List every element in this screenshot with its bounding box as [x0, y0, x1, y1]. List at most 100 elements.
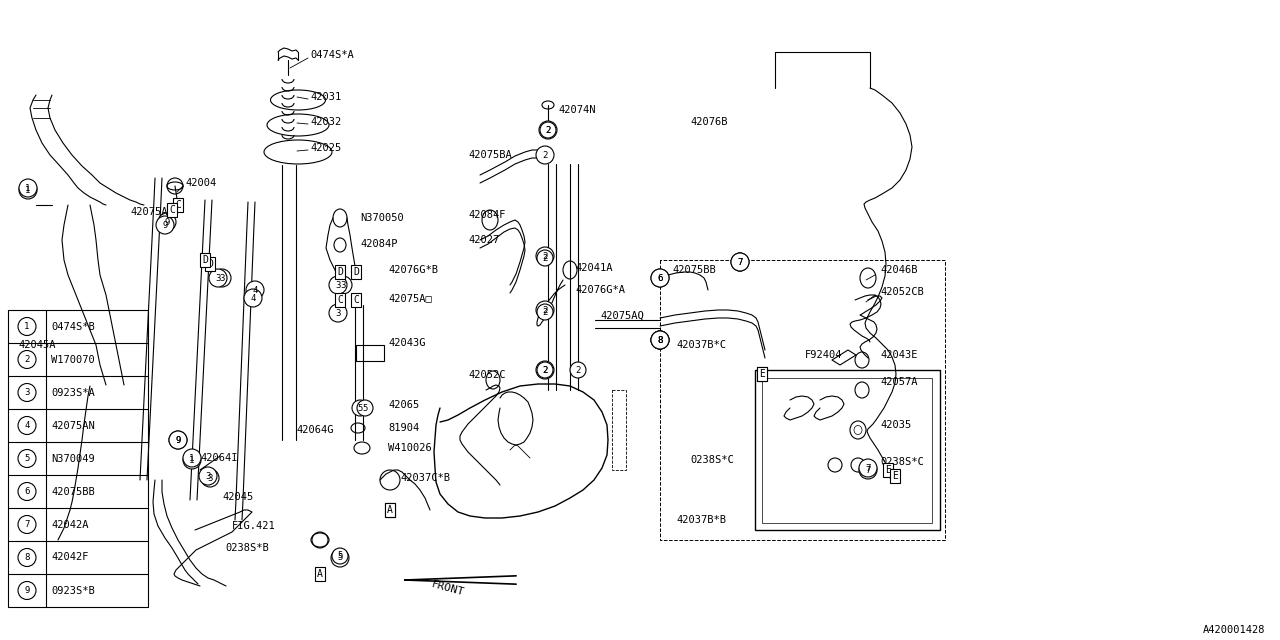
Text: 0238S*B: 0238S*B — [225, 543, 269, 553]
Text: 8: 8 — [658, 335, 663, 344]
Text: C: C — [169, 205, 175, 215]
Text: 0238S*C: 0238S*C — [690, 455, 733, 465]
Text: 42076B: 42076B — [690, 117, 727, 127]
Text: 0923S*A: 0923S*A — [51, 387, 95, 397]
Text: 5: 5 — [24, 454, 29, 463]
Text: 42075BA: 42075BA — [468, 150, 512, 160]
Circle shape — [18, 483, 36, 500]
Text: 9: 9 — [175, 435, 180, 445]
Circle shape — [538, 250, 553, 266]
Text: 42043E: 42043E — [881, 350, 918, 360]
Text: C: C — [337, 295, 343, 305]
Circle shape — [570, 362, 586, 378]
Text: 42075AN: 42075AN — [51, 420, 95, 431]
Text: W170070: W170070 — [51, 355, 95, 365]
Text: 42057A: 42057A — [881, 377, 918, 387]
Text: 5: 5 — [338, 552, 343, 561]
Text: 42075BB: 42075BB — [51, 486, 95, 497]
Circle shape — [156, 216, 174, 234]
Text: 42037B*B: 42037B*B — [676, 515, 726, 525]
Circle shape — [536, 247, 554, 265]
Text: 2: 2 — [545, 125, 550, 134]
Text: 42027: 42027 — [468, 235, 499, 245]
Text: C: C — [175, 200, 180, 210]
Bar — [755, 370, 940, 530]
Text: 2: 2 — [543, 307, 548, 317]
Text: 42084F: 42084F — [468, 210, 506, 220]
Text: 3: 3 — [207, 474, 212, 483]
Text: 9: 9 — [175, 435, 180, 445]
Circle shape — [859, 459, 877, 477]
Circle shape — [329, 276, 347, 294]
Text: 8: 8 — [24, 553, 29, 562]
Text: FIG.421: FIG.421 — [232, 521, 275, 531]
Text: 1: 1 — [24, 322, 29, 331]
Text: 4: 4 — [252, 285, 257, 294]
Text: E: E — [759, 369, 765, 379]
Circle shape — [652, 331, 669, 349]
Text: E: E — [884, 465, 891, 475]
Text: 3: 3 — [24, 388, 29, 397]
Circle shape — [332, 549, 349, 567]
Text: 0923S*B: 0923S*B — [51, 586, 95, 595]
Text: 42064G: 42064G — [296, 425, 334, 435]
Text: 42037C*B: 42037C*B — [401, 473, 451, 483]
Text: 42075AP: 42075AP — [131, 207, 174, 217]
Ellipse shape — [653, 331, 667, 349]
Circle shape — [18, 449, 36, 467]
Circle shape — [209, 269, 227, 287]
Circle shape — [169, 431, 187, 449]
Text: 7: 7 — [24, 520, 29, 529]
Text: 2: 2 — [545, 125, 550, 134]
Text: A420001428: A420001428 — [1202, 625, 1265, 635]
Text: 81904: 81904 — [388, 423, 420, 433]
Circle shape — [538, 304, 553, 320]
Text: 3: 3 — [219, 273, 225, 282]
Text: 42037B*C: 42037B*C — [676, 340, 726, 350]
Text: 0474S*A: 0474S*A — [310, 50, 353, 60]
Text: 1: 1 — [189, 456, 195, 465]
Text: 42041A: 42041A — [575, 263, 613, 273]
Circle shape — [18, 317, 36, 335]
Text: 42064I: 42064I — [200, 453, 238, 463]
Text: 7: 7 — [737, 257, 742, 266]
Text: 0474S*B: 0474S*B — [51, 321, 95, 332]
Text: 7: 7 — [865, 463, 870, 472]
Text: 2: 2 — [543, 253, 548, 262]
Circle shape — [18, 582, 36, 600]
Circle shape — [19, 179, 37, 197]
Text: E: E — [759, 369, 765, 379]
Text: 42004: 42004 — [186, 178, 216, 188]
Text: 7: 7 — [737, 257, 742, 266]
Text: 42076G*A: 42076G*A — [575, 285, 625, 295]
Circle shape — [539, 121, 557, 139]
Text: 3: 3 — [215, 273, 220, 282]
Text: E: E — [892, 471, 899, 481]
Circle shape — [329, 304, 347, 322]
Text: 42075AQ: 42075AQ — [600, 311, 644, 321]
Text: 42042A: 42042A — [51, 520, 88, 529]
Circle shape — [18, 417, 36, 435]
Circle shape — [244, 289, 262, 307]
Text: 1: 1 — [26, 184, 31, 193]
Text: 2: 2 — [543, 150, 548, 159]
Text: A: A — [387, 505, 393, 515]
Text: 3: 3 — [335, 308, 340, 317]
Text: 42046B: 42046B — [881, 265, 918, 275]
Text: 42032: 42032 — [310, 117, 342, 127]
Text: 5: 5 — [357, 403, 362, 413]
Circle shape — [731, 253, 749, 271]
Circle shape — [18, 515, 36, 534]
Text: C: C — [353, 295, 358, 305]
Text: 8: 8 — [658, 335, 663, 344]
Text: 3: 3 — [340, 280, 346, 289]
Text: 42025: 42025 — [310, 143, 342, 153]
Text: 42031: 42031 — [310, 92, 342, 102]
Text: 6: 6 — [24, 487, 29, 496]
Text: 3: 3 — [205, 472, 211, 481]
Text: 5: 5 — [338, 554, 343, 563]
Text: 6: 6 — [658, 273, 663, 282]
Text: 2: 2 — [543, 365, 548, 374]
Text: 1: 1 — [26, 186, 31, 195]
Text: 4: 4 — [251, 294, 256, 303]
